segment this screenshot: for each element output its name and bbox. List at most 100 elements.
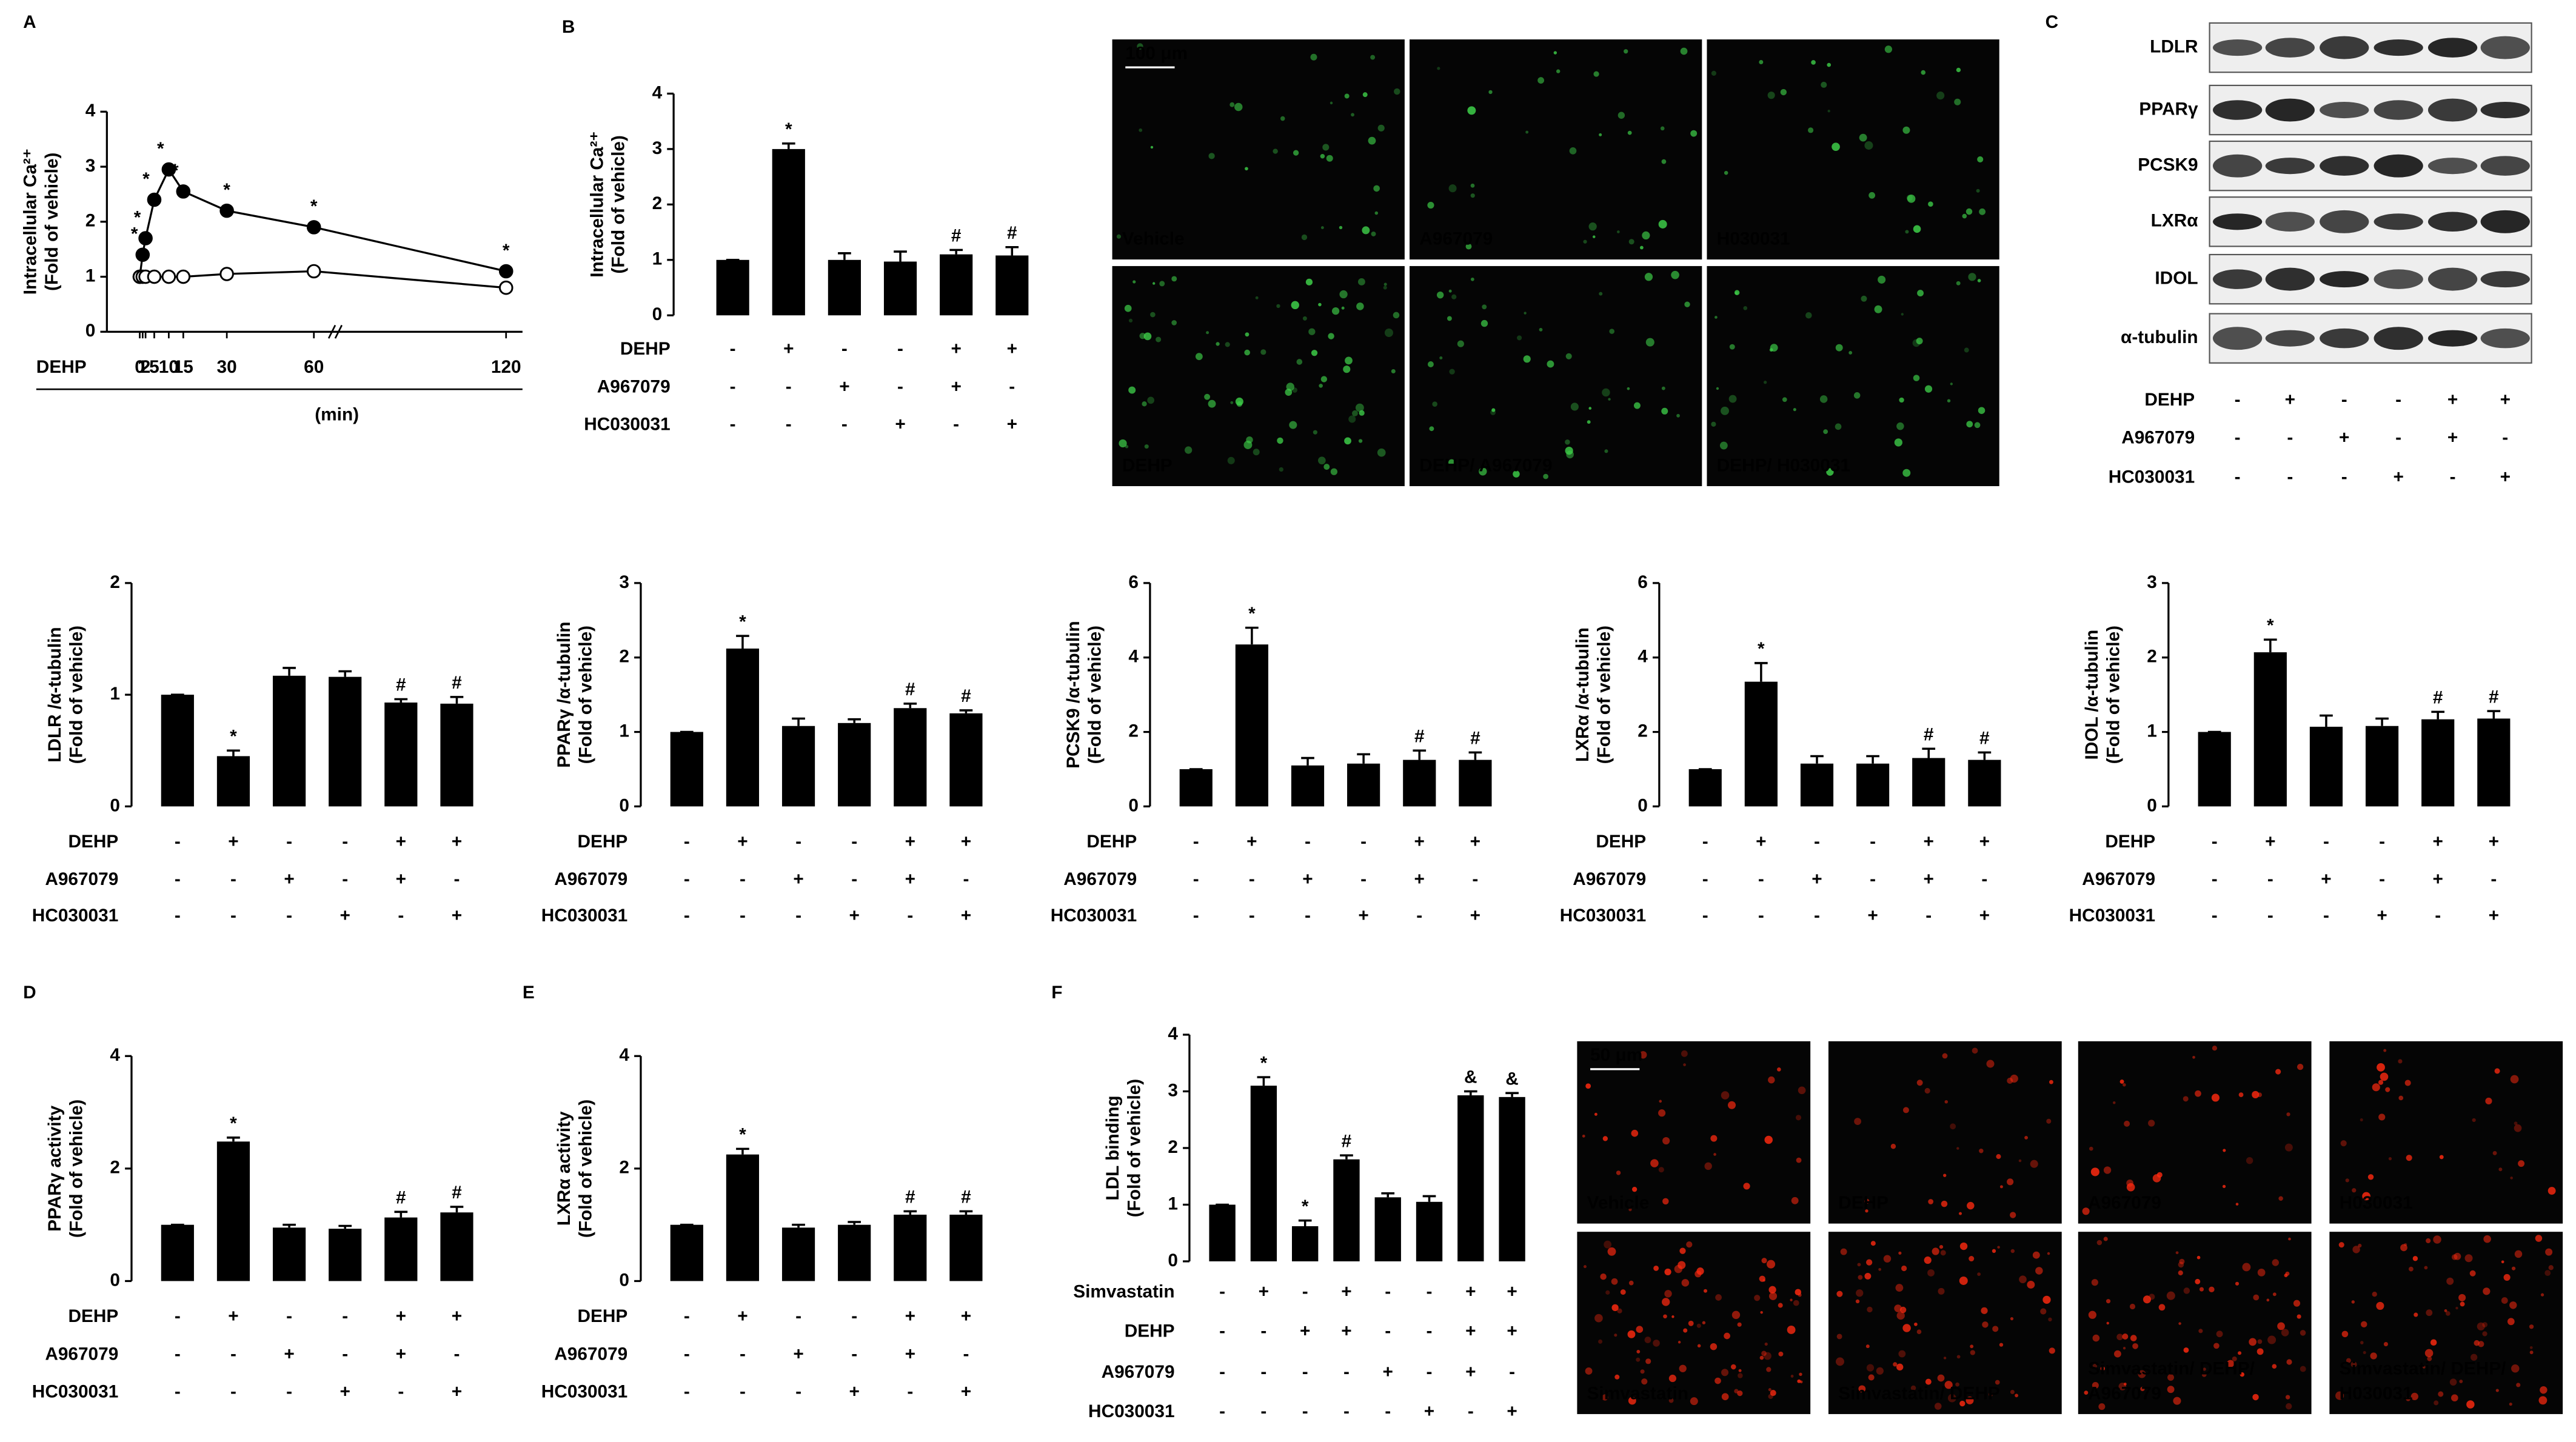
treatment-sign: - — [286, 832, 292, 852]
cell-signal — [1356, 302, 1364, 310]
cell-signal — [1156, 336, 1162, 342]
y-axis-label: (Fold of vehicle) — [42, 153, 62, 291]
cell-signal — [2501, 1297, 2508, 1304]
treatment-sign: - — [1360, 832, 1367, 852]
cell-signal — [1964, 347, 1969, 353]
cell-signal — [2027, 1280, 2035, 1289]
cell-signal — [1620, 1289, 1626, 1295]
treatment-sign: + — [2393, 467, 2403, 487]
cell-signal — [2548, 1187, 2556, 1195]
cell-signal — [1618, 112, 1625, 119]
treatment-sign: - — [897, 376, 903, 396]
treatment-sign: + — [1465, 1321, 1476, 1341]
cell-signal — [2223, 1149, 2226, 1152]
treatment-label: HC030031 — [1560, 906, 1646, 926]
series-line — [138, 167, 507, 277]
cell-signal — [1588, 407, 1592, 410]
cell-signal — [1144, 444, 1149, 449]
treatment-sign: - — [1981, 869, 1987, 889]
cell-signal — [1924, 1087, 1930, 1094]
blot-band — [2374, 154, 2423, 178]
cell-signal — [2404, 1080, 2411, 1086]
cell-signal — [1793, 1300, 1799, 1306]
cell-signal — [1658, 1167, 1664, 1173]
cell-signal — [1320, 153, 1325, 159]
treatment-sign: - — [1193, 906, 1199, 926]
protein-label: α-tubulin — [2121, 327, 2198, 347]
cell-signal — [2015, 1394, 2019, 1398]
cell-signal — [1139, 333, 1146, 339]
cell-signal — [1832, 142, 1840, 151]
treatment-sign: - — [841, 415, 848, 435]
micrograph — [1828, 1041, 2062, 1224]
cell-signal — [1678, 1341, 1681, 1344]
cell-signal — [1159, 281, 1165, 287]
data-point — [219, 267, 234, 281]
cell-signal — [2482, 1331, 2487, 1337]
micrograph — [1112, 265, 1405, 487]
cell-signal — [1301, 234, 1308, 241]
cell-signal — [2516, 1383, 2521, 1387]
treatment-sign: + — [1812, 869, 1822, 889]
cell-signal — [1858, 1275, 1863, 1280]
cell-signal — [1185, 446, 1193, 454]
cell-signal — [2048, 1317, 2052, 1322]
cell-signal — [1358, 439, 1363, 443]
treatment-sign: - — [1427, 1362, 1433, 1382]
cell-signal — [1345, 356, 1353, 365]
cell-signal — [2143, 1295, 2152, 1304]
cell-signal — [1799, 1372, 1802, 1377]
cell-signal — [2122, 1334, 2129, 1340]
cell-signal — [2010, 1249, 2015, 1253]
cell-signal — [2427, 1356, 2432, 1361]
cell-signal — [1738, 1373, 1743, 1378]
treatment-sign: + — [2500, 390, 2511, 410]
cell-signal — [1840, 1248, 1847, 1255]
cell-signal — [1686, 1241, 1693, 1248]
cell-signal — [2281, 1329, 2289, 1337]
cell-signal — [2514, 1121, 2518, 1126]
treatment-sign: - — [1814, 832, 1820, 852]
treatment-sign: - — [1360, 869, 1367, 889]
cell-signal — [2451, 1254, 2458, 1260]
y-tick-label: 2 — [110, 572, 120, 592]
treatment-sign: - — [1427, 1321, 1433, 1341]
treatment-label: DEHP — [2144, 390, 2195, 410]
cell-signal — [2148, 1120, 2155, 1127]
cell-signal — [2253, 1294, 2260, 1301]
cell-signal — [2446, 1277, 2454, 1285]
micrograph-caption: H030031 — [2340, 1193, 2413, 1213]
treatment-sign: + — [1246, 832, 1257, 852]
cell-signal — [2367, 1174, 2374, 1180]
cell-signal — [1898, 1350, 1906, 1358]
data-point — [498, 280, 514, 295]
cell-signal — [1996, 1154, 2001, 1160]
treatment-sign: - — [786, 415, 792, 435]
treatment-sign: + — [2432, 832, 2443, 852]
cell-signal — [1142, 401, 1147, 407]
cell-signal — [1910, 1385, 1916, 1391]
x-axis-label: (min) — [315, 404, 359, 424]
cell-signal — [1950, 1123, 1956, 1130]
y-axis-label: IDOL /α-tubulin — [2082, 630, 2102, 760]
cell-signal — [1861, 295, 1867, 302]
cell-signal — [1585, 1083, 1591, 1089]
treatment-sign: - — [2395, 427, 2401, 447]
blot-band — [2320, 328, 2369, 349]
cell-signal — [2209, 1286, 2215, 1293]
treatment-sign: - — [795, 832, 801, 852]
cell-signal — [1878, 275, 1886, 284]
cell-signal — [2222, 1184, 2226, 1189]
treatment-label: DEHP — [1125, 1321, 1175, 1341]
cell-signal — [1664, 1290, 1672, 1298]
cell-signal — [1465, 243, 1472, 250]
x-tick-label: 1 — [138, 357, 148, 377]
cell-signal — [2454, 1252, 2461, 1260]
cell-signal — [1977, 279, 1981, 282]
cell-signal — [1913, 225, 1921, 233]
cell-signal — [2360, 1118, 2363, 1122]
treatment-label: HC030031 — [541, 1382, 627, 1402]
y-tick-label: 4 — [85, 101, 96, 121]
treatment-sign: - — [795, 906, 801, 926]
treatment-sign: + — [961, 1306, 971, 1326]
